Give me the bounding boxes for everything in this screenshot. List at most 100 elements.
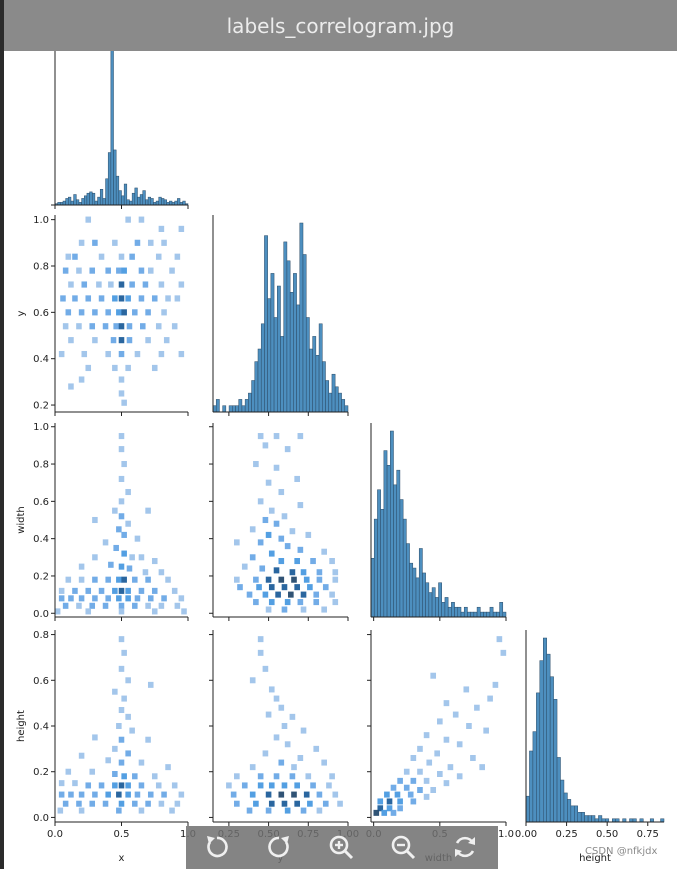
y-tick-label: 0.0 — [33, 813, 49, 824]
heatmap-cell — [241, 782, 248, 789]
heatmap-cell — [145, 309, 151, 316]
hist-bar — [338, 392, 342, 413]
heatmap-cell — [129, 727, 135, 734]
heatmap-cell — [234, 539, 240, 546]
hist-bar — [425, 582, 430, 618]
heatmap-cell — [118, 281, 125, 288]
hist-bar — [496, 611, 500, 618]
hist-bar — [238, 399, 243, 413]
hist-bar — [467, 611, 471, 618]
hist-bar — [406, 543, 410, 618]
heatmap-cell — [443, 700, 450, 707]
hist-bar — [232, 405, 236, 413]
heatmap-cell — [98, 295, 105, 302]
hist-bar — [546, 653, 551, 823]
heatmap-cell — [443, 780, 450, 787]
heatmap-cell — [78, 576, 85, 583]
hist-bar — [560, 779, 565, 823]
hist-bar — [142, 190, 146, 206]
hist-bar — [107, 152, 112, 206]
zoom-in-button[interactable] — [326, 832, 356, 862]
hist-bar — [563, 792, 568, 823]
heatmap-cell — [284, 543, 291, 550]
heatmap-cell — [105, 595, 111, 602]
heatmap-cell — [78, 791, 85, 798]
hist-bar — [182, 200, 186, 206]
heatmap-cell — [289, 569, 296, 576]
hist-bar — [463, 606, 468, 618]
heatmap-cell — [268, 782, 275, 789]
hist-bar — [113, 149, 117, 206]
heatmap-cell — [165, 764, 171, 771]
heatmap-cell — [121, 399, 127, 406]
y-axis-label: y — [16, 310, 27, 316]
heatmap-cell — [300, 807, 307, 814]
heatmap-cell — [281, 513, 288, 520]
heatmap-cell — [116, 267, 122, 274]
rotate-left-button[interactable] — [202, 832, 232, 862]
heatmap-cell — [138, 759, 145, 766]
heatmap-cell — [118, 446, 125, 453]
heatmap-cell — [92, 554, 98, 561]
heatmap-cell — [118, 608, 125, 615]
hist-bar — [89, 191, 93, 206]
hist-bar — [305, 317, 310, 413]
heatmap-cell — [169, 267, 175, 274]
heatmap-cell — [89, 267, 96, 274]
heatmap-cell — [113, 544, 119, 552]
heatmap-cell — [303, 576, 310, 583]
heatmap-cell — [430, 787, 437, 793]
heatmap-cell — [102, 800, 109, 807]
heatmap-cell — [268, 550, 275, 557]
hist-bar — [591, 815, 596, 823]
hist-bar — [486, 611, 491, 618]
heatmap-cell — [237, 584, 243, 591]
hist-bar — [110, 27, 114, 206]
heatmap-cell — [403, 768, 410, 775]
hist-bar — [260, 323, 265, 413]
x-tick-label: 0.50 — [596, 829, 618, 840]
rotate-right-button[interactable] — [264, 832, 294, 862]
heatmap-cell — [322, 800, 329, 807]
heatmap-cell — [118, 433, 125, 440]
heatmap-cell — [118, 602, 125, 609]
x-tick-label: 0.00 — [515, 829, 537, 840]
heatmap-cell — [226, 782, 232, 789]
heatmap-cell — [121, 576, 127, 583]
hist-bar — [334, 386, 339, 413]
heatmap-cell — [268, 599, 275, 606]
heatmap-cell — [113, 323, 119, 330]
hist-bar — [296, 304, 301, 413]
heatmap-cell — [155, 323, 162, 330]
heatmap-cell — [456, 773, 463, 780]
heatmap-cell — [234, 800, 240, 807]
heatmap-cell — [178, 225, 185, 232]
heatmap-cell — [145, 576, 151, 583]
zoom-out-button[interactable] — [388, 832, 418, 862]
reset-button[interactable] — [450, 832, 480, 862]
heatmap-cell — [291, 576, 297, 583]
heatmap-cell — [58, 780, 65, 787]
hist-bar — [163, 199, 167, 206]
heatmap-cell — [288, 591, 294, 598]
heatmap-cell — [249, 526, 256, 533]
heatmap-cell — [72, 780, 78, 787]
heatmap-cell — [121, 461, 127, 468]
hist-bar — [84, 195, 88, 206]
heatmap-cell — [85, 608, 92, 615]
heatmap-cell — [278, 759, 285, 766]
hist-bar — [177, 198, 181, 206]
heatmap-cell — [256, 584, 262, 591]
heatmap-cell — [381, 809, 388, 816]
heatmap-cell — [147, 239, 154, 246]
heatmap-cell — [125, 488, 131, 496]
heatmap-cell — [262, 665, 269, 672]
heatmap-cell — [437, 718, 443, 725]
hist-bar — [570, 805, 575, 823]
heatmap-cell — [58, 791, 65, 798]
window-edge — [0, 0, 4, 869]
heatmap-cell — [78, 807, 85, 814]
heatmap-cell — [118, 376, 125, 383]
heatmap-cell — [126, 337, 133, 344]
heatmap-cell — [62, 323, 69, 330]
